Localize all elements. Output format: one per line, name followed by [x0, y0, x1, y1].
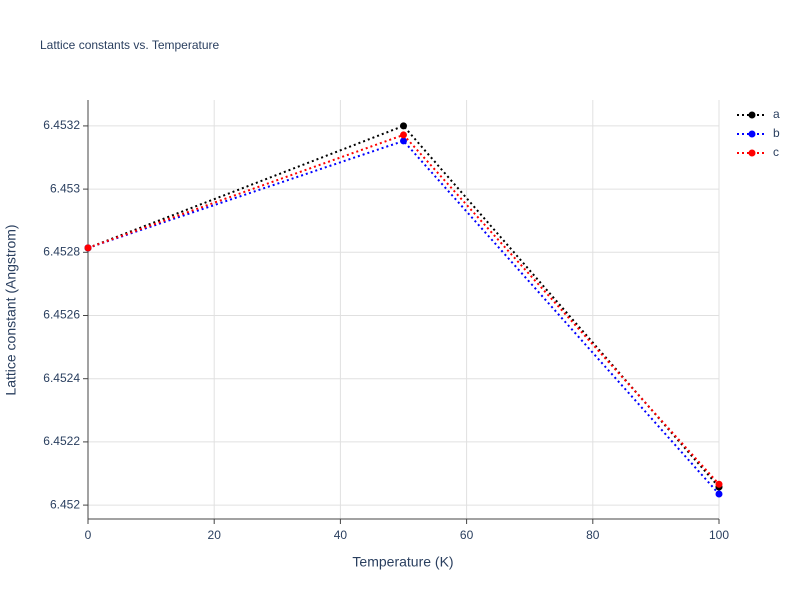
legend-marker [748, 130, 756, 138]
y-tick-label: 6.4532 [43, 118, 80, 132]
legend-marker [748, 149, 756, 157]
legend-label: a [773, 107, 780, 121]
x-tick-label: 0 [85, 528, 92, 542]
y-tick-label: 6.453 [50, 181, 80, 195]
series-line [87, 124, 720, 488]
x-tick-label: 60 [460, 528, 474, 542]
x-tick-label: 20 [208, 528, 222, 542]
y-tick-label: 6.4528 [43, 244, 80, 258]
data-point [400, 131, 407, 139]
data-point [715, 480, 723, 488]
chart-title: Lattice constants vs. Temperature [40, 38, 220, 52]
y-tick-label: 6.4524 [43, 371, 80, 385]
y-tick-label: 6.4522 [43, 434, 80, 448]
y-tick-label: 6.4526 [43, 308, 80, 322]
data-point [400, 137, 407, 145]
series-line [87, 133, 720, 485]
x-tick-label: 40 [334, 528, 348, 542]
data-point [400, 122, 407, 130]
legend-label: b [773, 126, 780, 140]
series-line [87, 139, 720, 495]
x-tick-label: 100 [709, 528, 729, 542]
y-axis-label: Lattice constant (Angstrom) [3, 224, 19, 395]
data-point [84, 244, 92, 252]
x-axis-label: Temperature (K) [352, 554, 453, 570]
legend-label: c [773, 145, 779, 159]
y-tick-label: 6.452 [50, 497, 80, 511]
x-tick-label: 80 [586, 528, 600, 542]
legend-marker [748, 111, 756, 119]
data-point [715, 490, 723, 498]
